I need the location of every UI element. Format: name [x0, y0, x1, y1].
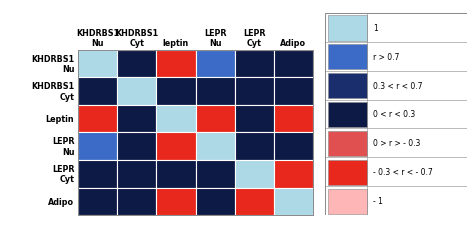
- Bar: [118, 50, 156, 78]
- Bar: [78, 133, 118, 160]
- Bar: [118, 160, 156, 188]
- Text: leptin: leptin: [163, 39, 189, 48]
- Bar: [196, 188, 235, 215]
- Bar: [274, 160, 313, 188]
- Bar: [118, 188, 156, 215]
- Text: LEPR
Nu: LEPR Nu: [52, 137, 74, 156]
- Bar: [78, 160, 118, 188]
- Bar: [196, 160, 235, 188]
- Bar: [235, 133, 274, 160]
- Bar: [328, 189, 367, 214]
- Text: - 0.3 < r < - 0.7: - 0.3 < r < - 0.7: [373, 168, 433, 177]
- Bar: [328, 102, 367, 128]
- Text: LEPR
Nu: LEPR Nu: [204, 29, 226, 48]
- Bar: [235, 188, 274, 215]
- Bar: [196, 105, 235, 133]
- Bar: [235, 105, 274, 133]
- Bar: [328, 131, 367, 157]
- Bar: [196, 50, 235, 78]
- Text: KHDRBS1
Nu: KHDRBS1 Nu: [76, 29, 119, 48]
- Bar: [78, 105, 118, 133]
- Bar: [156, 50, 196, 78]
- Text: 0 < r < 0.3: 0 < r < 0.3: [373, 110, 415, 119]
- Text: 1: 1: [373, 24, 378, 33]
- Bar: [328, 160, 367, 185]
- Bar: [235, 78, 274, 105]
- Bar: [118, 105, 156, 133]
- Text: KHDRBS1
Cyt: KHDRBS1 Cyt: [31, 82, 74, 101]
- Bar: [156, 160, 196, 188]
- Bar: [274, 50, 313, 78]
- Text: Leptin: Leptin: [46, 114, 74, 124]
- Text: 0 > r > - 0.3: 0 > r > - 0.3: [373, 139, 420, 148]
- Bar: [156, 133, 196, 160]
- Bar: [156, 105, 196, 133]
- Text: LEPR
Cyt: LEPR Cyt: [243, 29, 265, 48]
- Text: Adipo: Adipo: [48, 197, 74, 206]
- Bar: [274, 188, 313, 215]
- Bar: [235, 50, 274, 78]
- Bar: [78, 78, 118, 105]
- Bar: [235, 160, 274, 188]
- Text: Adipo: Adipo: [280, 39, 306, 48]
- Bar: [156, 78, 196, 105]
- Bar: [196, 78, 235, 105]
- Bar: [78, 50, 118, 78]
- Text: - 1: - 1: [373, 196, 383, 205]
- Bar: [156, 188, 196, 215]
- Bar: [274, 78, 313, 105]
- Text: KHDRBS1
Cyt: KHDRBS1 Cyt: [115, 29, 158, 48]
- Bar: [328, 74, 367, 99]
- Bar: [196, 133, 235, 160]
- Text: KHDRBS1
Nu: KHDRBS1 Nu: [31, 55, 74, 74]
- Bar: [274, 133, 313, 160]
- Text: LEPR
Cyt: LEPR Cyt: [52, 164, 74, 184]
- Text: 0.3 < r < 0.7: 0.3 < r < 0.7: [373, 81, 422, 90]
- Bar: [328, 16, 367, 41]
- Bar: [118, 78, 156, 105]
- Text: r > 0.7: r > 0.7: [373, 52, 400, 61]
- Bar: [274, 105, 313, 133]
- Bar: [328, 45, 367, 70]
- Bar: [118, 133, 156, 160]
- Bar: [78, 188, 118, 215]
